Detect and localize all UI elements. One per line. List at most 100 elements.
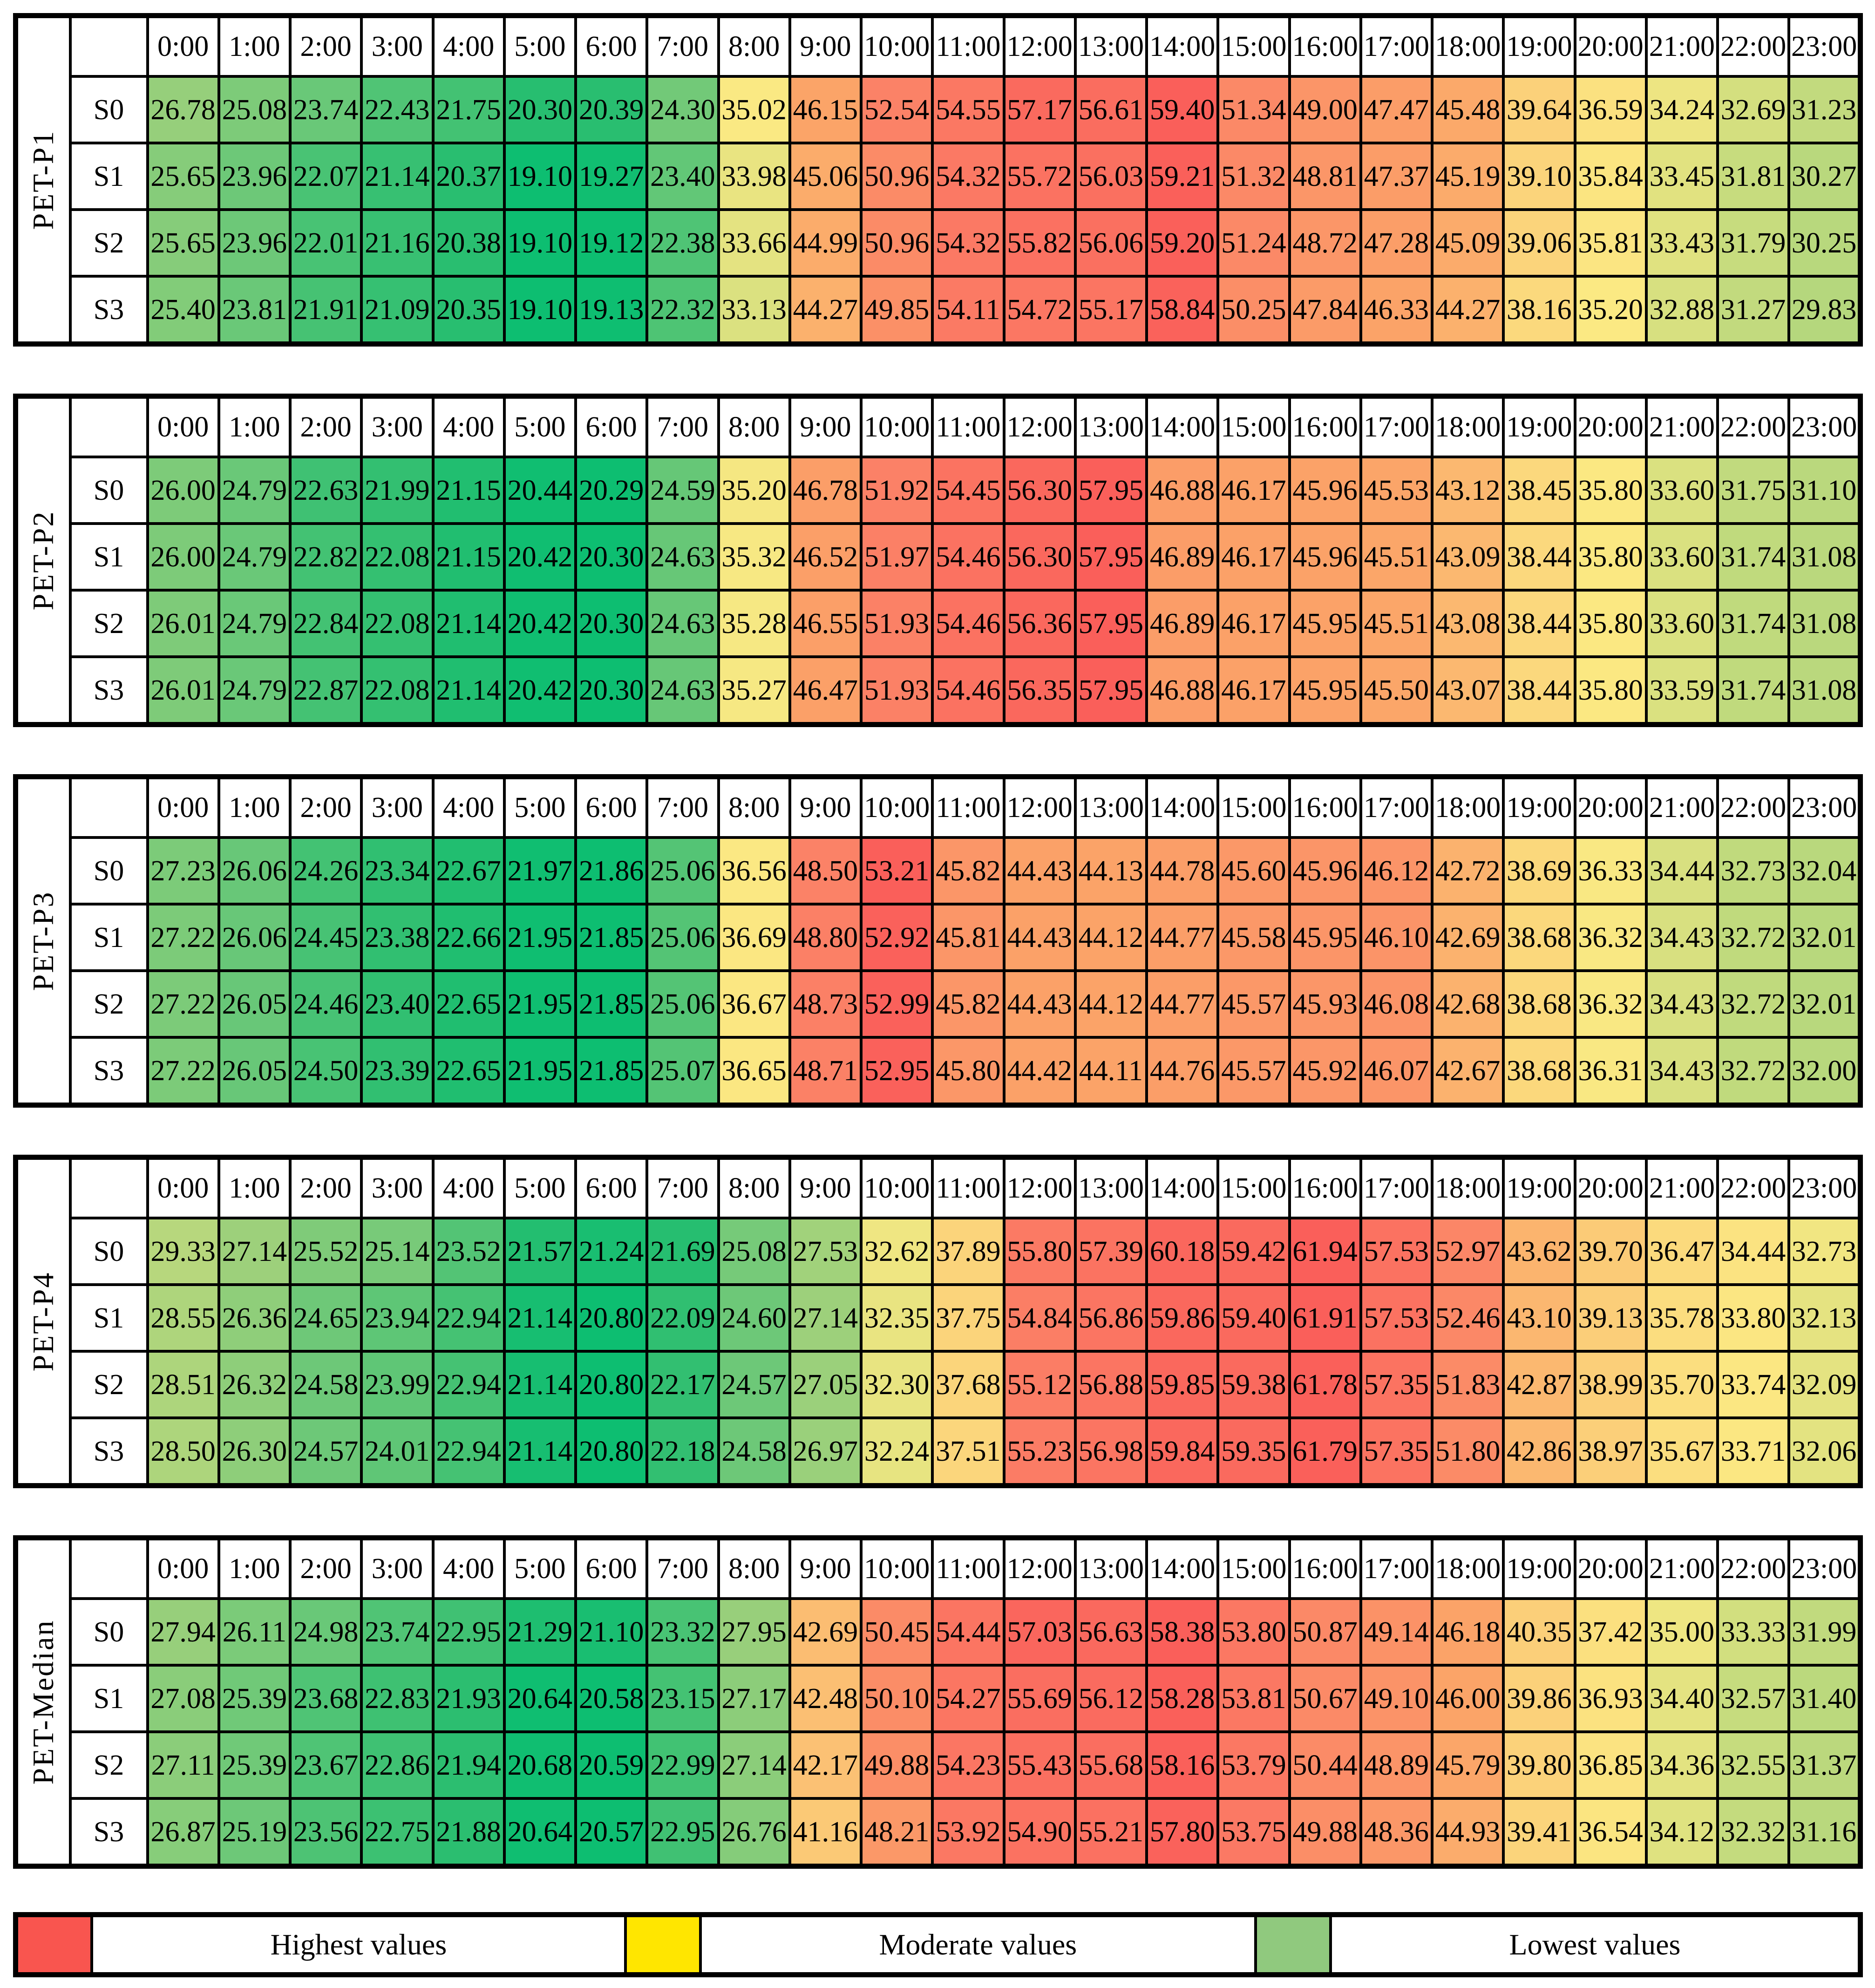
- scenario-label: S2: [68, 1730, 149, 1800]
- value-cell: 48.72: [1288, 208, 1362, 278]
- value-cell: 21.69: [645, 1217, 720, 1286]
- hour-header: 0:00: [146, 395, 220, 458]
- hour-header: 7:00: [645, 775, 720, 839]
- value-cell: 31.37: [1787, 1730, 1862, 1800]
- hour-header: 11:00: [931, 775, 1005, 839]
- value-cell: 20.35: [431, 275, 506, 346]
- hour-header: 23:00: [1787, 14, 1862, 78]
- value-cell: 42.72: [1430, 836, 1505, 905]
- value-cell: 43.09: [1430, 522, 1505, 592]
- hour-header: 14:00: [1145, 395, 1220, 458]
- hour-header: 20:00: [1573, 1536, 1648, 1600]
- value-cell: 22.32: [645, 275, 720, 346]
- value-cell: 45.48: [1430, 75, 1505, 144]
- value-cell: 44.13: [1073, 836, 1148, 905]
- value-cell: 44.27: [1430, 275, 1505, 346]
- hour-header: 12:00: [1002, 14, 1077, 78]
- value-cell: 54.90: [1002, 1797, 1077, 1868]
- value-cell: 54.27: [931, 1664, 1005, 1733]
- hour-header: 19:00: [1502, 1156, 1576, 1219]
- value-cell: 21.57: [503, 1217, 577, 1286]
- value-cell: 50.96: [859, 142, 934, 211]
- value-cell: 22.08: [360, 655, 435, 726]
- hour-header: 9:00: [788, 775, 863, 839]
- scenario-label: S0: [68, 75, 149, 144]
- value-cell: 25.06: [645, 903, 720, 972]
- hour-header: 18:00: [1430, 14, 1505, 78]
- legend-label-lowest: Lowest values: [1332, 1917, 1858, 1972]
- value-cell: 48.36: [1359, 1797, 1434, 1868]
- value-cell: 45.96: [1288, 522, 1362, 592]
- value-cell: 34.44: [1716, 1217, 1791, 1286]
- value-cell: 25.14: [360, 1217, 435, 1286]
- hour-header: 7:00: [645, 1156, 720, 1219]
- hour-header: 1:00: [217, 395, 292, 458]
- value-cell: 34.43: [1644, 903, 1719, 972]
- value-cell: 39.70: [1573, 1217, 1648, 1286]
- value-cell: 25.39: [217, 1730, 292, 1800]
- value-cell: 31.08: [1787, 522, 1862, 592]
- value-cell: 32.01: [1787, 903, 1862, 972]
- value-cell: 20.39: [574, 75, 649, 144]
- value-cell: 33.60: [1644, 522, 1719, 592]
- value-cell: 38.45: [1502, 456, 1576, 525]
- hour-header: 17:00: [1359, 14, 1434, 78]
- value-cell: 32.57: [1716, 1664, 1791, 1733]
- table-row: S2 27.11 25.39 23.67 22.86 21.94 20.68 20.59 22.…: [16, 1730, 1862, 1800]
- hour-header: 8:00: [717, 1156, 791, 1219]
- value-cell: 49.14: [1359, 1597, 1434, 1667]
- value-cell: 27.14: [788, 1283, 863, 1353]
- scenario-label: S3: [68, 1797, 149, 1868]
- value-cell: 44.12: [1073, 969, 1148, 1039]
- table-row: S0 27.23 26.06 24.26 23.34 22.67 21.97 21.86 25.…: [16, 836, 1862, 905]
- table-row: S2 26.01 24.79 22.84 22.08 21.14 20.42 20.30 24.…: [16, 589, 1862, 658]
- value-cell: 57.80: [1145, 1797, 1220, 1868]
- value-cell: 23.74: [288, 75, 363, 144]
- value-cell: 22.94: [431, 1283, 506, 1353]
- value-cell: 21.14: [431, 589, 506, 658]
- value-cell: 23.81: [217, 275, 292, 346]
- value-cell: 46.12: [1359, 836, 1434, 905]
- value-cell: 54.32: [931, 142, 1005, 211]
- value-cell: 32.62: [859, 1217, 934, 1286]
- value-cell: 56.30: [1002, 522, 1077, 592]
- table-pet-median: PET-Median 0:00 1:00 2:00 3:00 4:00 5:00 6:00 7:…: [13, 1535, 1863, 1869]
- value-cell: 38.16: [1502, 275, 1576, 346]
- value-cell: 29.33: [146, 1217, 220, 1286]
- value-cell: 25.08: [717, 1217, 791, 1286]
- value-cell: 44.43: [1002, 969, 1077, 1039]
- value-cell: 53.21: [859, 836, 934, 905]
- value-cell: 39.06: [1502, 208, 1576, 278]
- value-cell: 42.69: [1430, 903, 1505, 972]
- value-cell: 24.50: [288, 1036, 363, 1107]
- value-cell: 21.85: [574, 969, 649, 1039]
- value-cell: 55.17: [1073, 275, 1148, 346]
- value-cell: 59.40: [1145, 75, 1220, 144]
- value-cell: 21.85: [574, 1036, 649, 1107]
- value-cell: 21.09: [360, 275, 435, 346]
- value-cell: 47.84: [1288, 275, 1362, 346]
- value-cell: 54.55: [931, 75, 1005, 144]
- table-row: S1 27.08 25.39 23.68 22.83 21.93 20.64 20.58 23.…: [16, 1664, 1862, 1733]
- value-cell: 21.94: [431, 1730, 506, 1800]
- value-cell: 36.85: [1573, 1730, 1648, 1800]
- value-cell: 20.30: [503, 75, 577, 144]
- table-title-label: PET-Median: [27, 1619, 60, 1785]
- value-cell: 56.03: [1073, 142, 1148, 211]
- value-cell: 45.96: [1288, 456, 1362, 525]
- value-cell: 22.84: [288, 589, 363, 658]
- value-cell: 25.65: [146, 208, 220, 278]
- value-cell: 46.17: [1216, 589, 1291, 658]
- hour-header: 7:00: [645, 1536, 720, 1600]
- value-cell: 22.95: [431, 1597, 506, 1667]
- table-title-cell: PET-Median: [14, 1536, 72, 1868]
- hour-header: 7:00: [645, 395, 720, 458]
- value-cell: 49.88: [1288, 1797, 1362, 1868]
- value-cell: 45.51: [1359, 589, 1434, 658]
- value-cell: 37.75: [931, 1283, 1005, 1353]
- value-cell: 45.82: [931, 836, 1005, 905]
- value-cell: 27.14: [717, 1730, 791, 1800]
- value-cell: 45.79: [1430, 1730, 1505, 1800]
- value-cell: 21.91: [288, 275, 363, 346]
- value-cell: 22.86: [360, 1730, 435, 1800]
